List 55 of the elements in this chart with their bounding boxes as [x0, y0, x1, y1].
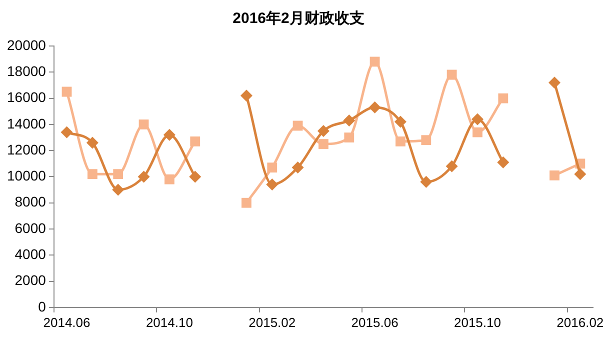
- point: [446, 160, 458, 172]
- point: [317, 124, 330, 137]
- point: [242, 198, 252, 208]
- point: [421, 135, 432, 146]
- point: [189, 170, 202, 183]
- point: [344, 132, 354, 142]
- y-tick-label: 10000: [6, 168, 46, 184]
- x-tick-label: 2015.10: [454, 314, 501, 330]
- point: [112, 184, 124, 196]
- y-tick-label: 16000: [6, 89, 46, 106]
- x-tick-label: 2014.10: [146, 314, 193, 330]
- y-tick-label: 14000: [6, 115, 46, 132]
- y-tick-label: 6000: [14, 220, 46, 236]
- y-tick-label: 4000: [14, 246, 46, 262]
- x-tick-label: 2015.02: [248, 314, 296, 330]
- point: [60, 126, 73, 138]
- point: [497, 156, 510, 168]
- point: [87, 169, 98, 180]
- y-tick-label: 20000: [6, 36, 46, 53]
- point: [138, 119, 149, 130]
- point: [498, 93, 508, 104]
- point: [396, 136, 406, 146]
- x-tick-label: 2014.06: [43, 314, 90, 330]
- y-tick-label: 8000: [14, 194, 46, 210]
- point: [550, 170, 560, 180]
- point: [266, 178, 278, 191]
- point: [420, 176, 432, 188]
- point: [343, 114, 356, 126]
- x-tick-label: 2016.02: [556, 314, 604, 330]
- point: [113, 169, 124, 180]
- point: [190, 136, 200, 146]
- point: [471, 113, 484, 126]
- point: [292, 162, 304, 174]
- point: [446, 70, 457, 80]
- point: [292, 120, 303, 131]
- point: [370, 56, 380, 67]
- point: [138, 170, 150, 183]
- y-tick-label: 2000: [14, 272, 46, 288]
- x-tick-label: 2015.06: [351, 314, 398, 330]
- point: [163, 128, 176, 141]
- point: [394, 116, 406, 128]
- point: [164, 174, 174, 184]
- y-tick-label: 12000: [6, 141, 46, 158]
- point: [368, 101, 381, 114]
- point: [240, 90, 252, 102]
- point: [267, 162, 278, 172]
- y-tick-label: 0: [38, 298, 46, 314]
- point: [86, 136, 98, 149]
- point: [318, 139, 328, 149]
- point: [472, 127, 482, 138]
- point: [62, 86, 72, 97]
- point: [574, 168, 586, 180]
- y-tick-label: 18000: [6, 63, 46, 79]
- point: [548, 76, 560, 89]
- chart-title: 2016年2月财政收支: [232, 10, 364, 28]
